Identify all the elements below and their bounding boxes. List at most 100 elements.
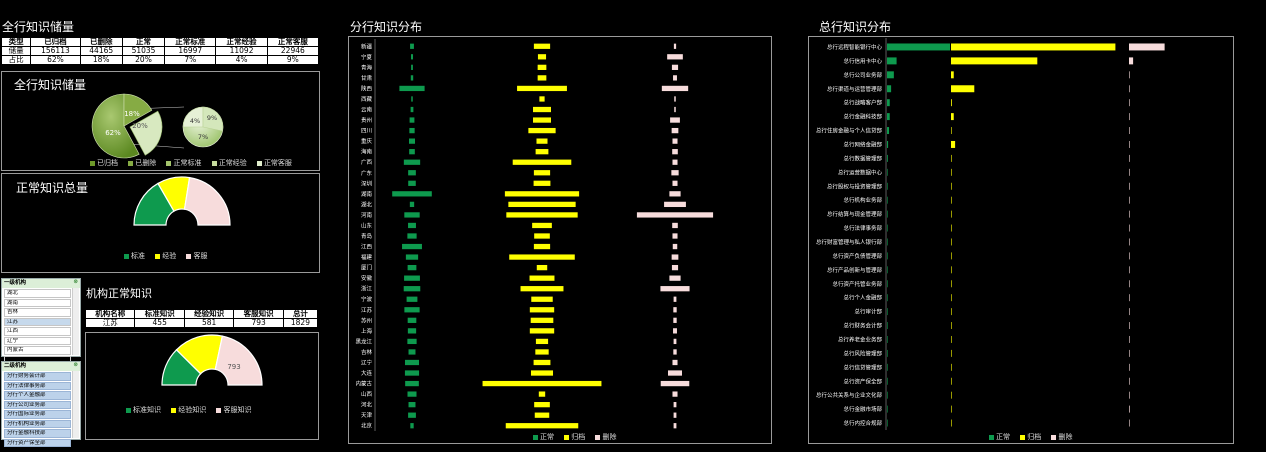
bar-archived bbox=[951, 363, 952, 371]
bar-archived bbox=[517, 85, 567, 92]
category-tick-label: 西藏 bbox=[361, 95, 373, 103]
bar-deleted bbox=[671, 170, 679, 176]
bar-normal bbox=[887, 168, 888, 176]
bar-deleted bbox=[670, 117, 680, 123]
legend-label: 正常 bbox=[540, 433, 554, 441]
bar-normal bbox=[887, 335, 888, 343]
table-cell: 4% bbox=[215, 55, 268, 65]
bar-normal bbox=[408, 170, 416, 176]
bar-archived bbox=[533, 106, 551, 113]
bar-archived bbox=[537, 75, 547, 81]
slicer-item[interactable]: 江苏 bbox=[4, 317, 71, 326]
bar-deleted bbox=[667, 54, 683, 60]
bar-deleted bbox=[1129, 127, 1130, 135]
bar-normal bbox=[887, 127, 890, 135]
bar-normal bbox=[410, 423, 414, 429]
branch-section-title: 分行知识分布 bbox=[350, 20, 423, 34]
legend-item: 归档 bbox=[1020, 432, 1041, 442]
slicer-item[interactable]: 分行财务会计部 bbox=[4, 372, 71, 381]
clear-filter-icon[interactable]: ⊗ bbox=[73, 362, 78, 368]
category-tick-label: 总行金融科技部 bbox=[843, 113, 882, 121]
category-tick-label: 新疆 bbox=[361, 42, 373, 50]
branch-chart-panel[interactable]: 新疆 宁夏 青海 甘肃 陕西 西藏 云南 贵州 四川 重庆 海南 广西 广东 深圳 湖南 湖北 河南 山东 青岛 江西… bbox=[348, 36, 772, 444]
slicer-item[interactable]: 分行机构业务部 bbox=[4, 419, 71, 428]
overall-pie-panel[interactable]: 全行知识储量 18% 62% 20% 4% 9% 7% 已归档 已删除 正常标准… bbox=[1, 71, 320, 171]
bar-deleted bbox=[672, 359, 678, 366]
slicer-item[interactable]: 湖北 bbox=[4, 289, 71, 298]
slicer-scrollbar[interactable] bbox=[72, 288, 79, 355]
pie-label: 7% bbox=[198, 133, 208, 141]
normal-total-gauge bbox=[133, 176, 231, 226]
hq-chart-panel[interactable]: 总行远程智能银行中心 总行信用卡中心 总行公司业务部 总行渠道与运营管理部 总行战略客户… bbox=[808, 36, 1234, 444]
category-tick-label: 总行信贷管理部 bbox=[843, 363, 882, 371]
slicer-item[interactable]: 分行个人金融部 bbox=[4, 391, 71, 400]
clear-filter-icon[interactable]: ⊗ bbox=[73, 279, 78, 285]
category-tick-label: 总行资产托管业务部 bbox=[832, 280, 882, 288]
slicer-item[interactable]: 内蒙古 bbox=[4, 346, 71, 355]
normal-total-gauge-panel[interactable]: 正常知识总量 标准 经验 客服 bbox=[1, 173, 320, 273]
category-tick-label: 总行内控合规部 bbox=[843, 419, 882, 427]
bar-normal bbox=[409, 201, 415, 208]
bar-archived bbox=[538, 391, 546, 397]
bar-deleted bbox=[1129, 43, 1165, 51]
slicer-item[interactable]: 分行公司业务部 bbox=[4, 400, 71, 409]
category-tick-label: 河北 bbox=[361, 401, 373, 409]
bar-normal bbox=[410, 54, 414, 60]
slicer-item[interactable]: 吉林 bbox=[4, 308, 71, 317]
bar-normal bbox=[407, 264, 417, 271]
legend-swatch bbox=[126, 407, 131, 413]
pie-slice-archived bbox=[91, 93, 140, 159]
legend-item: 客服 bbox=[186, 251, 207, 261]
hq-legend: 正常 归档 删除 bbox=[985, 432, 1076, 442]
bar-deleted bbox=[1129, 294, 1130, 302]
bar-deleted bbox=[1129, 391, 1130, 399]
level2-org-slicer[interactable]: 二级机构 ⊗ 分行财务会计部 分行法律事务部 分行个人金融部 分行公司业务部 分行国际业务… bbox=[1, 361, 81, 447]
slicer-scrollbar[interactable] bbox=[72, 371, 79, 438]
bar-archived bbox=[534, 402, 550, 408]
bar-deleted bbox=[674, 106, 676, 113]
bar-deleted bbox=[1129, 238, 1130, 246]
bar-normal bbox=[404, 212, 420, 218]
bar-deleted bbox=[673, 328, 677, 334]
table-cell: 占比 bbox=[0, 55, 32, 65]
table-cell: 7% bbox=[164, 55, 217, 65]
level1-org-slicer[interactable]: 一级机构 ⊗ 湖北 湖南 吉林 江苏 江西 辽宁 内蒙古 宁波 bbox=[1, 278, 81, 364]
bar-normal bbox=[887, 154, 888, 162]
slicer-item[interactable]: 分行国际业务部 bbox=[4, 410, 71, 419]
slicer-item[interactable]: 分行法律事务部 bbox=[4, 381, 71, 390]
pie-sub-slice-experience bbox=[202, 106, 224, 132]
category-tick-label: 青岛 bbox=[361, 232, 373, 240]
bar-archived bbox=[535, 149, 549, 155]
bar-deleted bbox=[1129, 210, 1130, 218]
bar-archived bbox=[537, 54, 547, 60]
bar-archived bbox=[951, 391, 952, 399]
slicer-item[interactable]: 湖南 bbox=[4, 298, 71, 307]
slicer-item[interactable]: 分行金融科技部 bbox=[4, 429, 71, 438]
bar-deleted bbox=[672, 233, 678, 239]
slicer-item[interactable]: 分行资产保全部 bbox=[4, 438, 71, 447]
category-tick-label: 内蒙古 bbox=[355, 380, 372, 388]
legend-swatch bbox=[171, 407, 177, 413]
slicer-item[interactable]: 辽宁 bbox=[4, 336, 71, 345]
bar-deleted bbox=[1129, 182, 1130, 190]
bar-archived bbox=[532, 222, 552, 229]
category-tick-label: 福建 bbox=[361, 253, 373, 261]
bar-deleted bbox=[673, 402, 677, 408]
slicer-item[interactable]: 江西 bbox=[4, 327, 71, 336]
pie-of-pie-chart: 18% 62% 20% 4% 9% 7% bbox=[91, 93, 224, 159]
table-cell: 江苏 bbox=[84, 318, 136, 328]
legend-item: 删除 bbox=[595, 432, 616, 442]
bar-normal bbox=[408, 222, 416, 229]
org-gauge-panel[interactable]: 793 标准知识 经验知识 客服知识 bbox=[85, 332, 319, 440]
legend-swatch bbox=[211, 160, 217, 166]
category-tick-label: 总行财富管理与私人银行部 bbox=[816, 238, 883, 246]
bar-archived bbox=[482, 380, 602, 387]
category-tick-label: 江西 bbox=[361, 244, 373, 251]
bar-deleted bbox=[1129, 280, 1130, 288]
category-tick-label: 总行资产保全部 bbox=[843, 377, 882, 385]
bar-normal bbox=[887, 405, 888, 413]
bar-deleted bbox=[1129, 419, 1130, 427]
legend-item: 正常标准 bbox=[166, 158, 201, 168]
bar-normal bbox=[404, 359, 420, 366]
category-tick-label: 总行渠道与运营管理部 bbox=[827, 85, 883, 93]
